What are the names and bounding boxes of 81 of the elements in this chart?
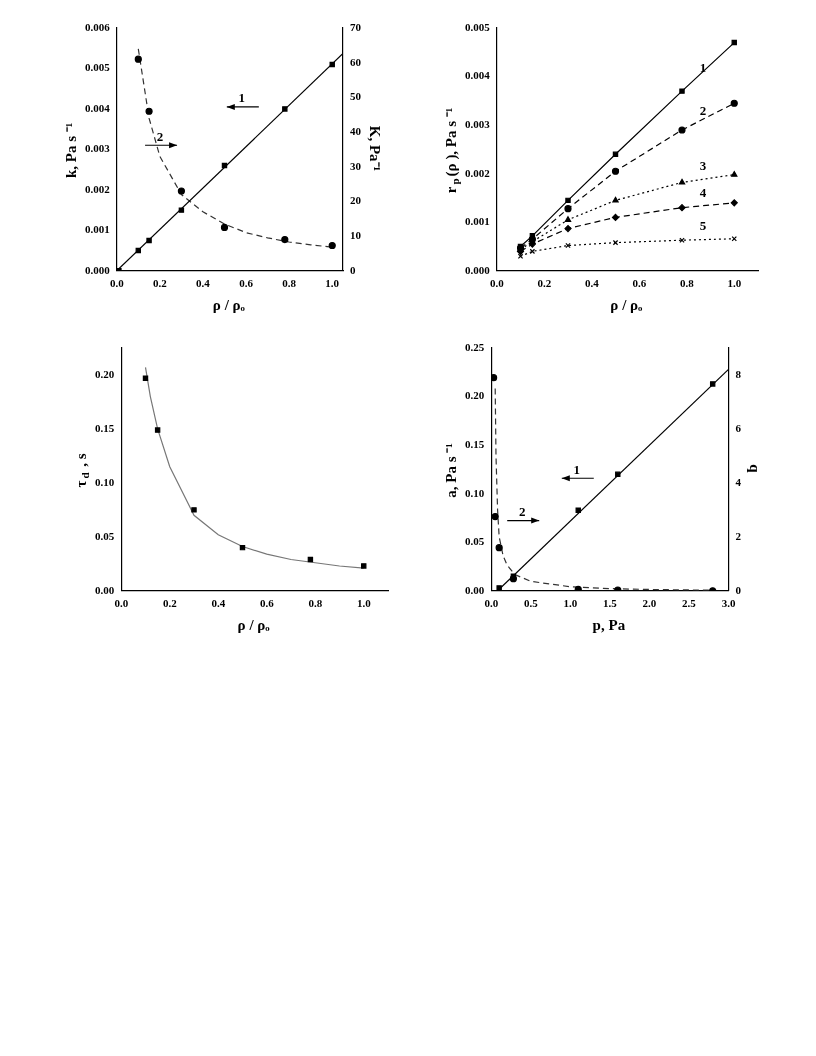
series-label: 3	[699, 157, 707, 173]
y-tick-label: 0.006	[85, 20, 111, 33]
y2-tick-label: 40	[350, 124, 362, 137]
x-tick-label: 1.0	[727, 277, 742, 290]
x-tick-label: 3.0	[721, 597, 736, 610]
y2-tick-label: 60	[350, 55, 362, 68]
series-label: 2	[156, 128, 164, 144]
y2-tick-label: 4	[735, 475, 742, 488]
x-tick-label: 0.5	[523, 597, 539, 610]
x-tick-label: 0.4	[211, 597, 226, 610]
x-tick-label: 0.4	[584, 277, 600, 290]
y-tick-label: 0.10	[95, 475, 115, 488]
x-axis-title: ρ / ρₒ	[237, 616, 271, 633]
x-tick-label: 0.2	[152, 277, 168, 290]
x-tick-label: 0.0	[489, 277, 505, 290]
y-tick-label: 0.002	[465, 166, 491, 179]
x-tick-label: 0.4	[196, 277, 211, 290]
y-tick-label: 0.10	[465, 486, 485, 499]
y-tick-label: 0.003	[465, 117, 491, 130]
y-axis-title: τd , s	[72, 453, 92, 488]
series-label: 5	[699, 217, 707, 233]
x-tick-label: 0.6	[632, 277, 647, 290]
y2-tick-label: 2	[735, 529, 742, 542]
x-axis-title: ρ / ρₒ	[610, 296, 644, 313]
x-tick-label: 0.8	[308, 597, 323, 610]
y2-tick-label: 6	[735, 421, 742, 434]
y-tick-label: 0.002	[85, 182, 111, 195]
y2-tick-label: 70	[350, 20, 362, 33]
y-tick-label: 0.05	[95, 529, 115, 542]
x-tick-label: 0.6	[239, 277, 254, 290]
x-tick-label: 1.0	[325, 277, 340, 290]
y-tick-label: 0.00	[95, 583, 115, 596]
x-tick-label: 1.0	[563, 597, 578, 610]
y-tick-label: 0.25	[465, 340, 485, 353]
y-tick-label: 0.000	[465, 263, 491, 276]
y2-axis-title: K, Pa⁻¹	[367, 125, 384, 172]
y2-axis-title: q	[747, 464, 764, 474]
y-tick-label: 0.15	[465, 437, 485, 450]
x-tick-label: 0.2	[537, 277, 552, 290]
y-axis-title: rp(ρ ), Pa s ⁻¹	[442, 107, 462, 194]
y-axis-title: k, Pa s ⁻¹	[62, 122, 79, 179]
y-tick-label: 0.005	[465, 20, 491, 33]
series-label: 1	[699, 60, 707, 76]
x-tick-label: 2.5	[682, 597, 697, 610]
y-axis-title: a, Pa s ⁻¹	[442, 443, 459, 498]
y2-tick-label: 0	[735, 583, 742, 596]
text: 1	[238, 90, 246, 106]
y-tick-label: 0.005	[85, 61, 111, 74]
y-tick-label: 0.000	[85, 263, 111, 276]
y-tick-label: 0.20	[465, 389, 485, 402]
y-tick-label: 0.15	[95, 421, 115, 434]
x-tick-label: 0.0	[109, 277, 125, 290]
x-tick-label: 0.2	[162, 597, 178, 610]
y2-tick-label: 20	[350, 194, 362, 207]
y2-tick-label: 30	[350, 159, 362, 172]
x-tick-label: 1.5	[603, 597, 618, 610]
y2-tick-label: 0	[350, 263, 356, 276]
x-tick-label: 0.8	[679, 277, 695, 290]
y-tick-label: 0.05	[465, 535, 485, 548]
y-tick-label: 0.00	[465, 583, 485, 596]
x-tick-label: 0.8	[282, 277, 297, 290]
text: 1	[573, 461, 581, 477]
x-axis-title: ρ / ρₒ	[212, 296, 246, 313]
x-tick-label: 0.0	[114, 597, 129, 610]
y2-tick-label: 50	[350, 90, 362, 103]
x-axis-title: p, Pa	[592, 616, 626, 633]
y-tick-label: 0.001	[85, 223, 110, 236]
x-tick-label: 0.0	[484, 597, 499, 610]
y2-tick-label: 10	[350, 228, 362, 241]
x-tick-label: 1.0	[356, 597, 372, 610]
y2-tick-label: 8	[735, 367, 742, 380]
y-tick-label: 0.20	[95, 367, 115, 380]
y-tick-label: 0.004	[465, 69, 491, 82]
series-label: 4	[699, 185, 707, 201]
x-tick-label: 0.6	[259, 597, 275, 610]
series-label: 2	[699, 103, 707, 119]
y-tick-label: 0.004	[85, 101, 111, 114]
y-tick-label: 0.001	[465, 215, 490, 228]
x-tick-label: 2.0	[642, 597, 657, 610]
series-label: 2	[518, 503, 526, 519]
y-tick-label: 0.003	[85, 142, 111, 155]
